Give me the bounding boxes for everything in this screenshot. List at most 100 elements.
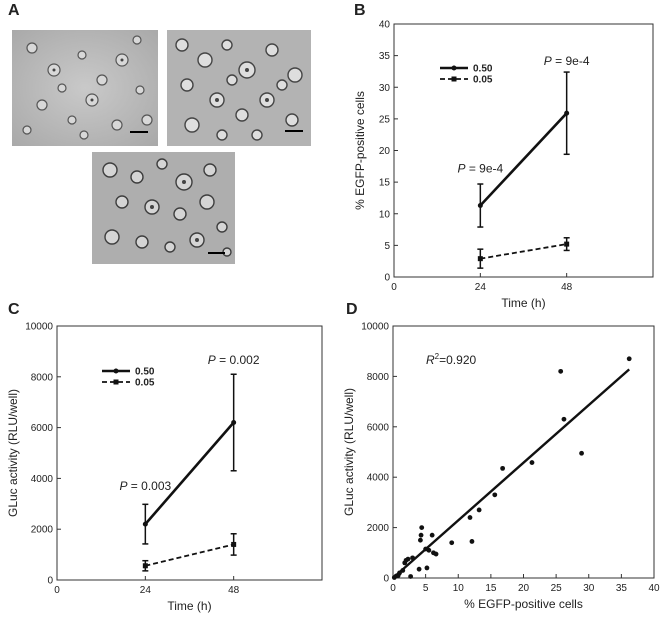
y-tick-label-d: 0	[383, 574, 389, 585]
scatter-point-d	[433, 551, 439, 557]
x-tick-label-d: 25	[551, 583, 563, 594]
y-tick-label-b: 15	[379, 178, 391, 189]
y-tick-label-c: 4000	[31, 474, 54, 485]
p-value-annotation-b: P = 9e-4	[457, 162, 503, 176]
legend-label-b-0.05: 0.05	[473, 75, 493, 86]
x-axis-label-b: Time (h)	[501, 296, 545, 310]
scatter-point-d	[419, 525, 425, 530]
plot-frame-c	[56, 325, 323, 581]
scatter-point-d	[529, 460, 535, 465]
y-tick-label-b: 0	[384, 273, 390, 284]
scatter-point-d	[558, 368, 564, 374]
data-point-b	[564, 241, 570, 247]
micrograph-top-left	[12, 30, 158, 146]
y-tick-label-b: 25	[379, 114, 391, 125]
x-tick-label-d: 30	[583, 583, 595, 594]
r-squared-annotation-d: R2=0.920	[426, 352, 476, 367]
y-tick-label-b: 20	[379, 146, 391, 157]
x-tick-label-c: 48	[228, 585, 240, 596]
y-axis-label-b: % EGFP-positive cells	[353, 91, 367, 210]
panel-letter-b: B	[354, 2, 366, 19]
micrograph-bottom	[92, 152, 235, 264]
legend-label-b-0.50: 0.50	[473, 64, 493, 75]
y-tick-label-d: 6000	[367, 422, 390, 433]
y-tick-label-b: 40	[379, 20, 391, 31]
y-axis-label-c: GLuc activity (RLU/well)	[6, 389, 20, 517]
micrograph-bottom-image	[92, 152, 235, 264]
scatter-point-d	[405, 556, 411, 562]
micrograph-top-right	[167, 30, 311, 146]
series-line-b-0.50	[479, 112, 568, 207]
fit-line-d	[392, 368, 630, 579]
data-point-c	[231, 541, 237, 547]
y-tick-label-c: 8000	[31, 372, 54, 383]
y-axis-label-d: GLuc activity (RLU/well)	[342, 388, 356, 516]
micrograph-top-left-image	[12, 30, 158, 146]
data-point-c	[142, 563, 148, 569]
panel-letter-d: D	[346, 301, 358, 318]
legend-marker-b	[451, 76, 457, 82]
scatter-point-d	[579, 450, 584, 456]
scatter-point-d	[500, 465, 506, 471]
plot-frame-b	[393, 23, 654, 278]
y-tick-label-b: 5	[384, 241, 390, 252]
y-tick-label-c: 2000	[31, 525, 54, 536]
y-tick-label-d: 4000	[367, 473, 390, 484]
y-tick-label-d: 2000	[367, 523, 390, 534]
scatter-point-d	[424, 565, 430, 571]
y-tick-label-d: 8000	[367, 372, 390, 383]
data-point-c	[231, 420, 237, 426]
x-tick-label-b: 0	[391, 282, 397, 293]
scatter-point-d	[492, 492, 498, 498]
scatter-point-d	[397, 570, 402, 576]
x-tick-label-c: 0	[54, 585, 60, 596]
x-tick-label-b: 24	[475, 282, 487, 293]
y-tick-label-c: 0	[47, 576, 53, 587]
scatter-point-d	[410, 555, 415, 561]
scatter-point-d	[429, 532, 435, 538]
x-tick-label-d: 20	[518, 583, 530, 594]
legend-marker-b	[451, 65, 457, 71]
x-tick-label-d: 35	[616, 583, 628, 594]
scatter-point-d	[449, 540, 455, 546]
p-value-annotation-c: P = 0.003	[119, 479, 171, 493]
x-tick-label-d: 5	[423, 583, 429, 594]
legend-marker-c	[113, 379, 119, 385]
data-point-b	[477, 256, 483, 262]
series-line-c-0.50	[144, 421, 235, 525]
scatter-point-d	[408, 574, 414, 579]
panel-letter-c: C	[8, 301, 20, 318]
x-tick-label-d: 0	[390, 583, 396, 594]
y-tick-label-d: 10000	[361, 322, 389, 333]
y-tick-label-b: 35	[379, 51, 391, 62]
scatter-point-d	[467, 515, 473, 520]
x-axis-label-d: % EGFP-positive cells	[464, 597, 583, 611]
legend-label-c-0.05: 0.05	[135, 378, 155, 389]
scatter-point-d	[426, 547, 432, 553]
scatter-point-d	[561, 416, 567, 422]
panel-letter-a: A	[8, 2, 20, 19]
scatter-point-d	[418, 532, 424, 538]
p-value-annotation-c: P = 0.002	[208, 353, 260, 367]
scatter-point-d	[469, 539, 475, 544]
data-point-b	[564, 110, 570, 116]
x-tick-label-b: 48	[561, 282, 573, 293]
legend-label-c-0.50: 0.50	[135, 367, 155, 378]
p-value-annotation-b: P = 9e-4	[544, 54, 590, 68]
x-tick-label-d: 10	[453, 583, 465, 594]
x-tick-label-d: 40	[648, 583, 660, 594]
scatter-point-d	[400, 568, 406, 573]
scatter-point-d	[418, 537, 423, 543]
micrograph-top-right-image	[167, 30, 311, 146]
y-tick-label-c: 6000	[31, 423, 54, 434]
legend-marker-c	[113, 368, 119, 374]
series-line-b-0.05	[480, 243, 567, 260]
data-point-b	[477, 203, 483, 209]
data-point-c	[142, 521, 148, 527]
x-axis-label-c: Time (h)	[167, 599, 211, 613]
y-tick-label-c: 10000	[25, 322, 53, 333]
scatter-point-d	[416, 566, 422, 572]
x-tick-label-d: 15	[485, 583, 497, 594]
series-line-c-0.05	[145, 543, 234, 567]
